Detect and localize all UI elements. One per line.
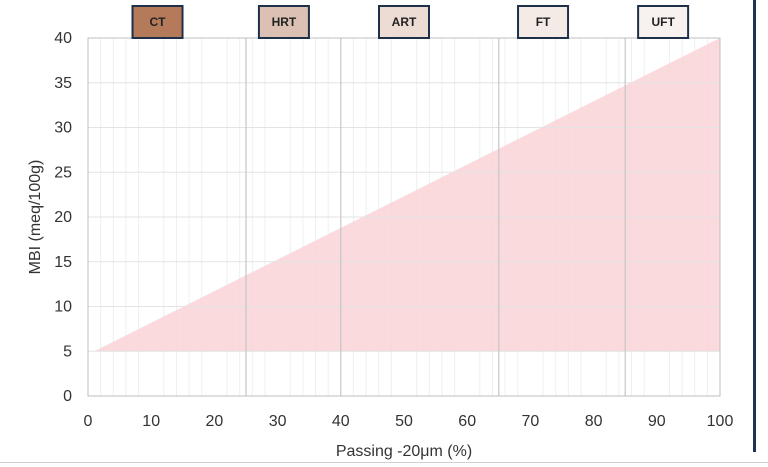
x-tick-label: 70 [522,413,540,430]
x-tick-label: 0 [84,413,93,430]
class-box-label: HRT [272,15,297,29]
y-axis-title: MBI (meq/100g) [27,160,44,275]
y-tick-label: 40 [54,30,72,47]
class-box-ct: CT [131,5,184,39]
class-box-bg [517,5,570,39]
x-axis-title: Passing -20μm (%) [336,443,472,460]
x-tick-label: 40 [332,413,350,430]
y-tick-label: 5 [63,343,72,360]
y-tick-label: 35 [54,75,72,92]
class-box-label: FT [536,15,551,29]
x-tick-label: 30 [269,413,287,430]
y-tick-label: 0 [63,388,72,405]
y-tick-label: 15 [54,254,72,271]
class-box-label: ART [392,15,417,29]
y-tick-label: 10 [54,299,72,316]
x-tick-label: 100 [707,413,734,430]
y-axis-ticks: 0 5 10 15 20 25 30 35 40 [54,30,72,405]
bottom-rule [0,462,768,463]
y-tick-label: 25 [54,164,72,181]
major-grid [88,82,720,352]
x-axis-ticks: 0 10 20 30 40 50 60 70 80 90 100 [84,413,734,430]
class-box-bg [131,5,184,39]
class-box-label: CT [150,15,167,29]
class-box-uft: UFT [637,5,690,39]
x-tick-label: 90 [648,413,666,430]
class-boundaries [245,38,626,396]
mbi-region [94,38,720,352]
class-box-hrt: HRT [257,5,310,39]
class-box-art: ART [378,5,430,39]
class-box-bg [637,5,690,39]
class-box-ft: FT [517,5,570,39]
x-tick-label: 10 [142,413,160,430]
y-tick-label: 30 [54,120,72,137]
x-tick-label: 60 [458,413,476,430]
class-box-label: UFT [651,15,675,29]
y-tick-label: 20 [54,209,72,226]
class-boxes: CT HRT ART FT UFT [131,5,690,39]
x-tick-label: 50 [395,413,413,430]
class-box-bg [378,5,430,39]
x-tick-label: 20 [206,413,224,430]
plot-region [94,38,720,352]
class-box-bg [257,5,310,39]
right-border [753,0,756,452]
x-tick-label: 80 [585,413,603,430]
